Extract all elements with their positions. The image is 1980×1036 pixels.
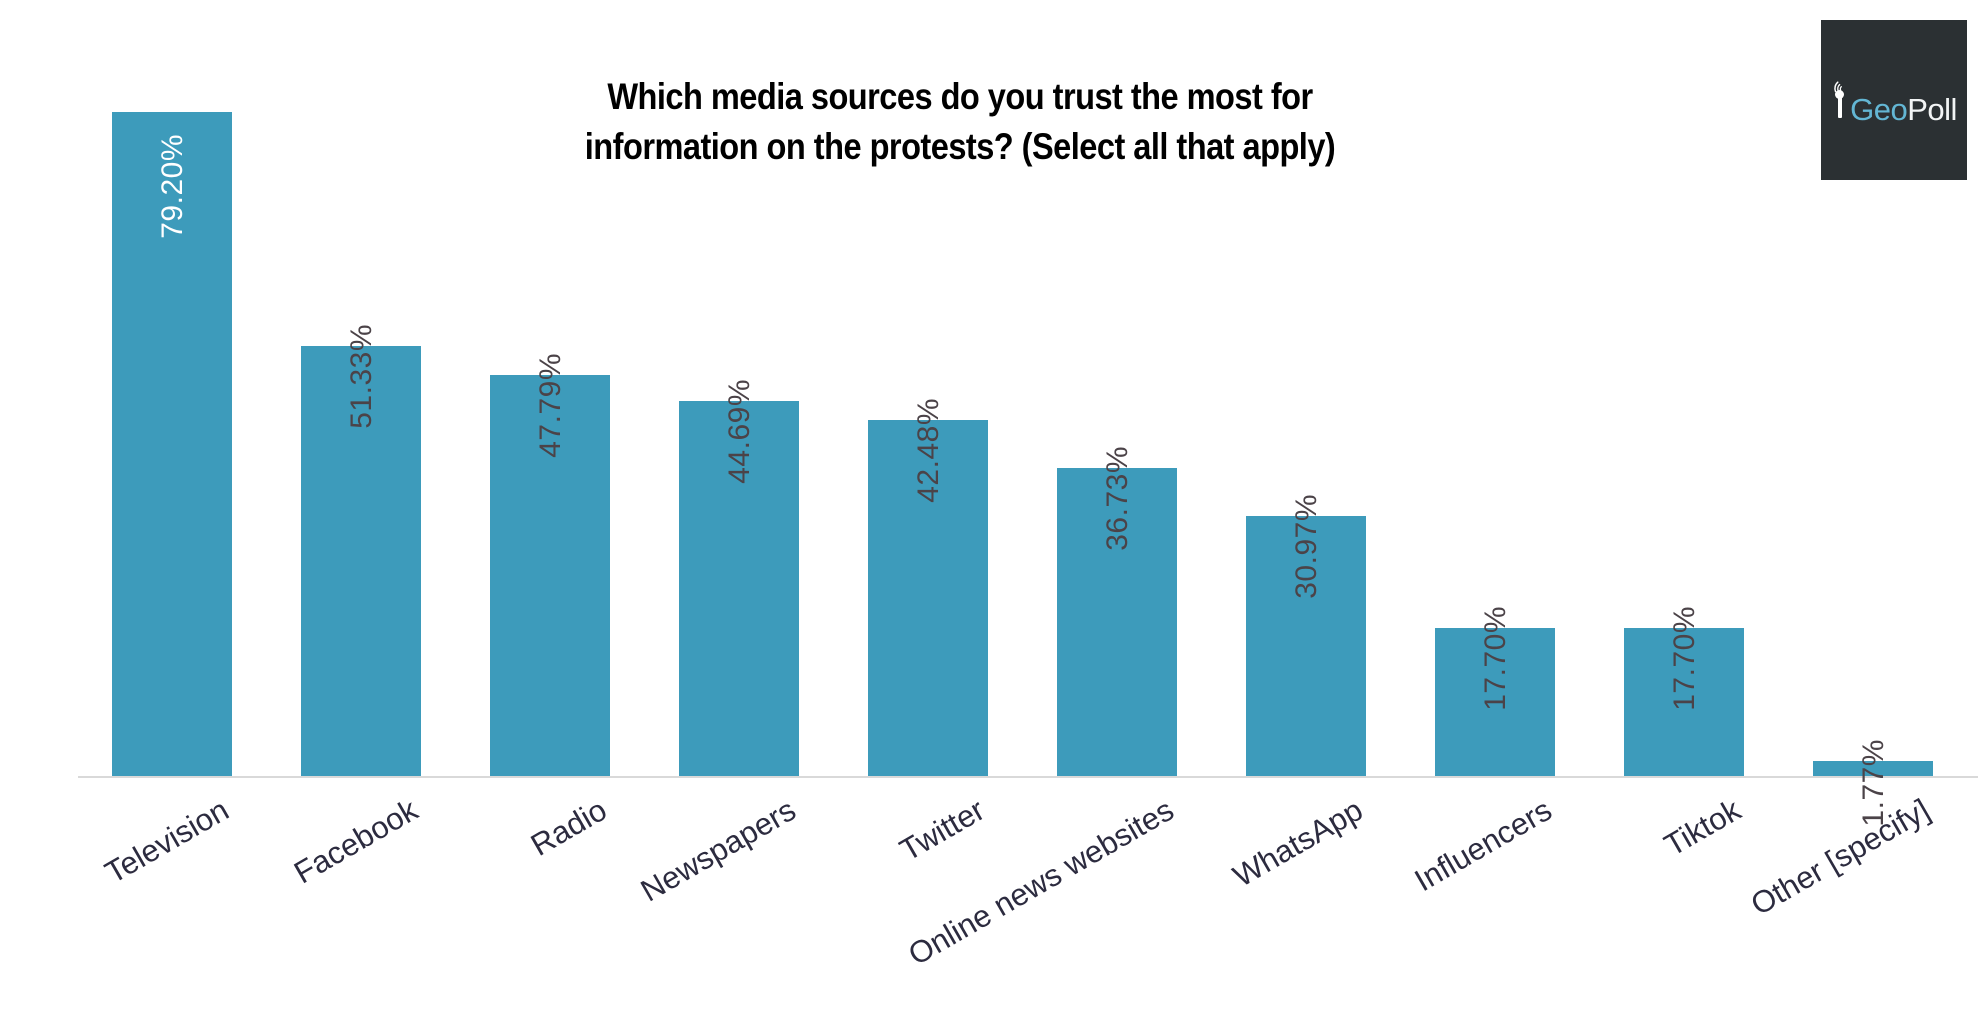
bar-value-label: 17.70% <box>1478 605 1512 711</box>
bar-value-label: 47.79% <box>533 353 567 459</box>
x-axis-tick-label: Other [specify] <box>1744 792 1935 923</box>
x-axis-tick-label: Facebook <box>287 792 423 891</box>
bar[interactable] <box>301 345 422 776</box>
x-axis-tick-label: Tiktok <box>1657 792 1746 864</box>
x-axis-tick-label: Radio <box>524 792 612 863</box>
bar[interactable] <box>1246 516 1367 776</box>
bar[interactable] <box>1435 627 1556 776</box>
bar[interactable] <box>679 401 800 776</box>
x-axis-tick-label: WhatsApp <box>1226 792 1368 894</box>
bar[interactable] <box>1813 761 1934 776</box>
x-axis-tick-label: Influencers <box>1408 792 1557 899</box>
chart-title: Which media sources do you trust the mos… <box>584 76 1336 168</box>
x-axis-tick-label: Twitter <box>893 792 990 868</box>
antenna-mast-icon <box>1838 94 1842 118</box>
x-axis-tick-label: Newspapers <box>634 792 801 909</box>
bar-value-label: 42.48% <box>911 397 945 503</box>
bar[interactable] <box>112 112 233 776</box>
bar[interactable] <box>490 375 611 776</box>
x-axis-tick-label: Television <box>98 792 234 891</box>
bar[interactable] <box>1057 468 1178 776</box>
x-axis-line <box>78 776 1978 778</box>
logo-text-geo: Geo <box>1850 92 1908 127</box>
bar-value-label: 79.20% <box>155 134 189 239</box>
bar-value-label: 44.69% <box>722 379 756 485</box>
bar-value-label: 36.73% <box>1100 446 1134 551</box>
bar-value-label: 17.70% <box>1667 605 1701 711</box>
bar-value-label: 51.33% <box>344 323 378 429</box>
bar-value-label: 30.97% <box>1289 494 1323 600</box>
geopoll-logo: Geo Poll <box>1821 20 1967 180</box>
logo-wordmark: Geo Poll <box>1831 80 1957 127</box>
bar[interactable] <box>1624 627 1745 776</box>
signal-antenna-icon <box>1831 80 1849 120</box>
bar[interactable] <box>868 419 989 776</box>
logo-text-poll: Poll <box>1907 92 1957 127</box>
